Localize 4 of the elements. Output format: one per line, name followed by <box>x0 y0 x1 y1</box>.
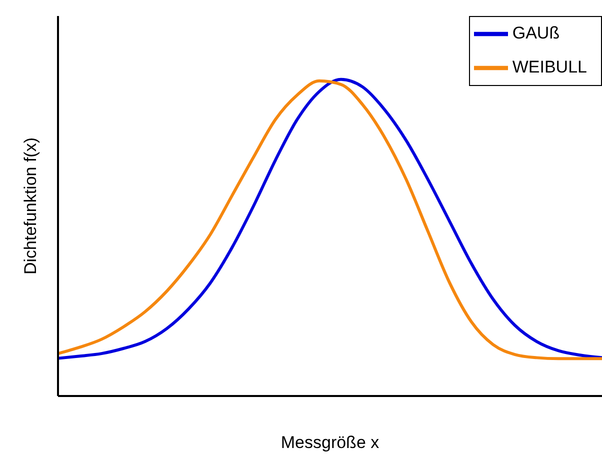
x-axis-title: Messgröße x <box>280 433 380 452</box>
y-axis-title: Dichtefunktion f(x) <box>21 138 40 274</box>
legend-label: GAUß <box>512 23 560 42</box>
legend-label: WEIBULL <box>512 57 587 76</box>
